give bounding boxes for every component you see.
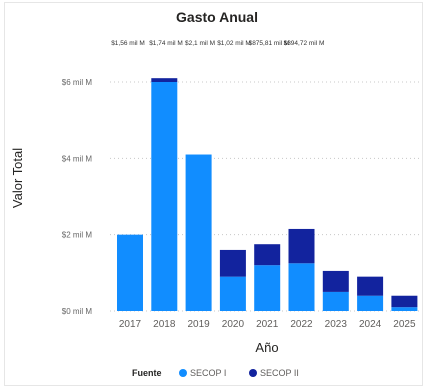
x-tick-label: 2018: [153, 319, 176, 330]
bar-secop-ii-2023[interactable]: [322, 270, 349, 292]
x-tick-label: 2022: [290, 319, 313, 330]
total-label: $1,74 mil M: [149, 40, 183, 47]
total-label: $394,72 mil M: [284, 40, 325, 47]
bar-secop-i-2023[interactable]: [322, 291, 349, 311]
bar-secop-ii-2020[interactable]: [219, 249, 246, 277]
chart-title: Gasto Anual: [176, 9, 258, 25]
x-tick-label: 2024: [359, 319, 382, 330]
x-tick-label: 2017: [119, 319, 142, 330]
total-label: $875,81 mil M: [249, 40, 290, 47]
y-tick-label: $6 mil M: [62, 78, 93, 87]
x-tick-label: 2023: [325, 319, 348, 330]
bar-secop-i-2025[interactable]: [391, 307, 418, 311]
total-label: $1,02 mil M: [217, 40, 251, 47]
legend: Fuente SECOP I SECOP II: [132, 368, 299, 378]
x-tick-label: 2019: [187, 319, 210, 330]
bar-secop-i-2022[interactable]: [288, 263, 315, 311]
bar-secop-i-2017[interactable]: [117, 234, 143, 311]
bar-secop-ii-2024[interactable]: [357, 276, 384, 296]
bar-secop-ii-2022[interactable]: [288, 228, 315, 264]
y-tick-label: $2 mil M: [62, 231, 93, 240]
y-tick-label: $4 mil M: [62, 154, 93, 163]
bar-secop-ii-2021[interactable]: [254, 244, 281, 266]
y-axis-title: Valor Total: [10, 148, 25, 208]
y-tick-label: $0 mil M: [62, 307, 93, 316]
legend-label-secop-ii: SECOP II: [260, 368, 299, 378]
legend-title: Fuente: [132, 368, 162, 378]
legend-swatch-secop-ii: [249, 369, 257, 377]
bar-secop-i-2021[interactable]: [254, 265, 281, 311]
legend-label-secop-i: SECOP I: [190, 368, 226, 378]
x-axis-ticks: 2017 2018 2019 2020 2021 2022 2023 2024 2025: [119, 319, 416, 330]
y-axis-ticks: $0 mil M $2 mil M $4 mil M $6 mil M: [62, 78, 93, 316]
total-labels: $1,56 mil M $1,74 mil M $2,1 mil M $1,02…: [111, 40, 324, 47]
total-label: $2,1 mil M: [185, 40, 215, 47]
x-tick-label: 2021: [256, 319, 279, 330]
x-tick-label: 2020: [222, 319, 245, 330]
legend-swatch-secop-i: [179, 369, 187, 377]
bar-secop-i-2024[interactable]: [357, 295, 384, 311]
bar-secop-i-2019[interactable]: [185, 154, 212, 311]
chart-card: [4, 2, 423, 386]
bar-secop-ii-2025[interactable]: [391, 295, 418, 308]
x-axis-title: Año: [255, 340, 278, 355]
bar-secop-i-2018[interactable]: [151, 82, 178, 311]
bars: [117, 78, 418, 311]
bar-secop-i-2020[interactable]: [219, 276, 246, 311]
bar-secop-ii-2018[interactable]: [151, 78, 178, 82]
total-label: $1,56 mil M: [111, 40, 145, 47]
x-tick-label: 2025: [393, 319, 416, 330]
